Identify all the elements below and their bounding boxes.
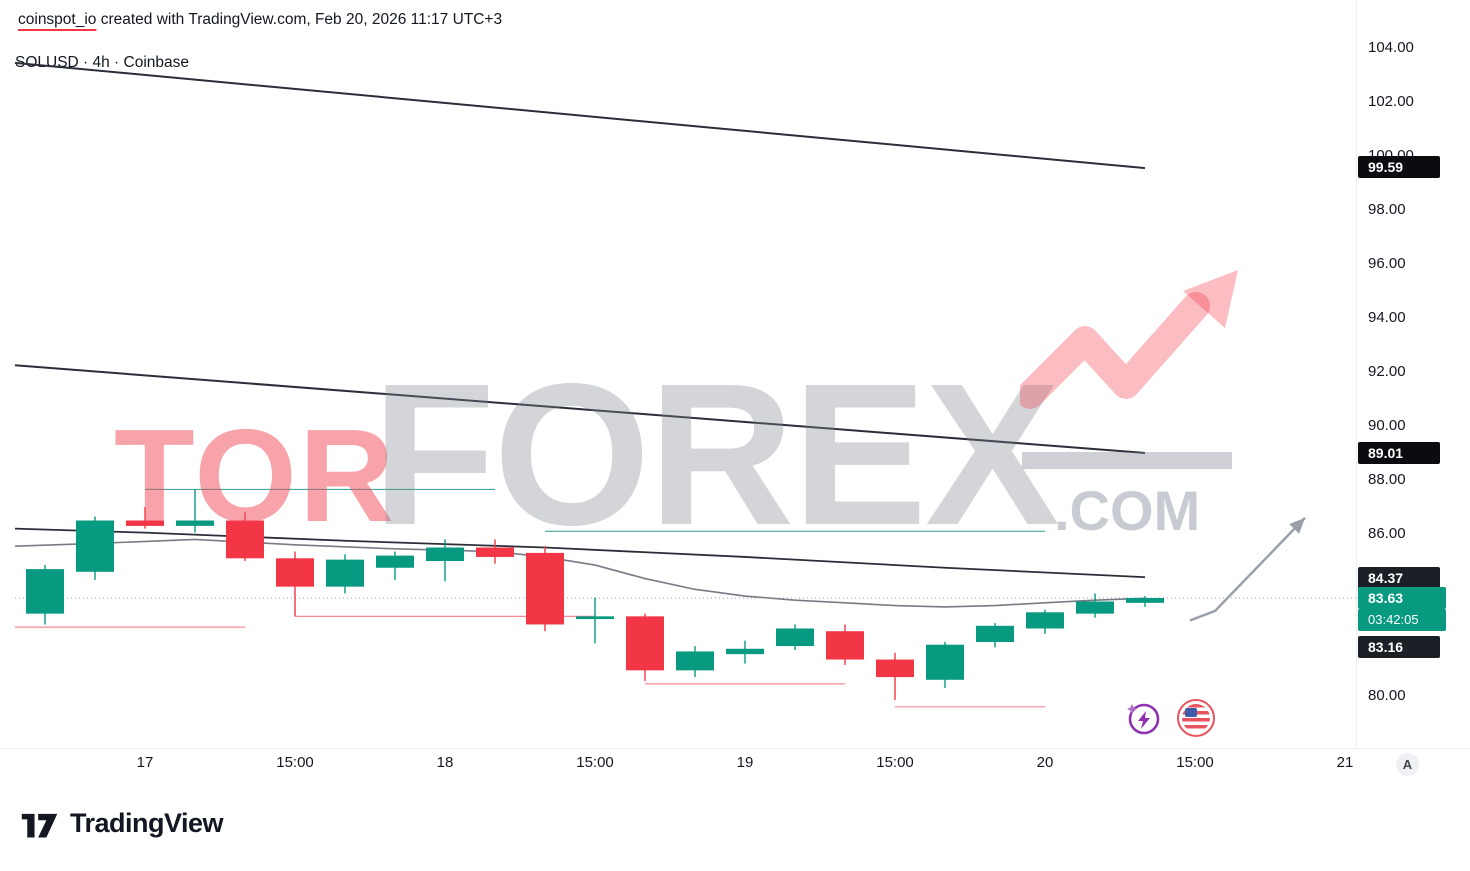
time-label: 21	[1336, 754, 1354, 771]
attribution-rest: created with TradingView.com, Feb 20, 20…	[96, 11, 503, 28]
price-tick: 104.00	[1368, 39, 1414, 56]
tradingview-logo[interactable]: TradingView	[20, 806, 224, 840]
time-label: 15:00	[1176, 754, 1214, 771]
current-price-badge: 83.63	[1358, 586, 1446, 609]
tradingview-logo-text: TradingView	[70, 807, 224, 838]
price-tick: 88.00	[1368, 471, 1406, 488]
time-label: 18	[436, 754, 454, 771]
chart-pane[interactable]	[0, 35, 1356, 748]
attribution-username: coinspot_io	[18, 11, 97, 28]
bar-countdown-badge: 03:42:05	[1358, 608, 1446, 631]
time-label: 15:00	[276, 754, 314, 771]
time-label: 17	[136, 754, 154, 771]
spark-icon[interactable]	[1124, 699, 1162, 737]
price-axis[interactable]: 104.00102.00100.0098.0096.0094.0092.0090…	[1356, 0, 1470, 748]
us-flag-event-icon[interactable]	[1177, 699, 1215, 737]
price-badge: 84.37	[1358, 567, 1440, 589]
price-tick: 86.00	[1368, 525, 1406, 542]
time-label: 15:00	[576, 754, 614, 771]
price-tick: 102.00	[1368, 93, 1414, 110]
price-tick: 94.00	[1368, 309, 1406, 326]
attribution-text: coinspot_io created with TradingView.com…	[18, 11, 502, 29]
price-tick: 92.00	[1368, 363, 1406, 380]
symbol-title: SOLUSD · 4h · Coinbase	[15, 54, 190, 71]
time-axis[interactable]: A 17 15:00 18 15:00 19 15:00 20 15:00 21	[0, 748, 1470, 782]
price-tick: 98.00	[1368, 201, 1406, 218]
price-badge: 83.16	[1358, 636, 1440, 658]
us-flag-canton	[1185, 708, 1197, 717]
price-badge: 99.59	[1358, 156, 1440, 179]
tradingview-logo-glyph	[21, 813, 58, 838]
time-label: 15:00	[876, 754, 914, 771]
us-flag-stripes	[1182, 704, 1210, 732]
price-tick: 80.00	[1368, 687, 1406, 704]
timezone-a-button[interactable]: A	[1396, 753, 1419, 776]
price-tick: 90.00	[1368, 417, 1406, 434]
time-label: 19	[736, 754, 754, 771]
price-tick: 96.00	[1368, 255, 1406, 272]
price-badge: 89.01	[1358, 441, 1440, 464]
time-label: 20	[1036, 754, 1054, 771]
